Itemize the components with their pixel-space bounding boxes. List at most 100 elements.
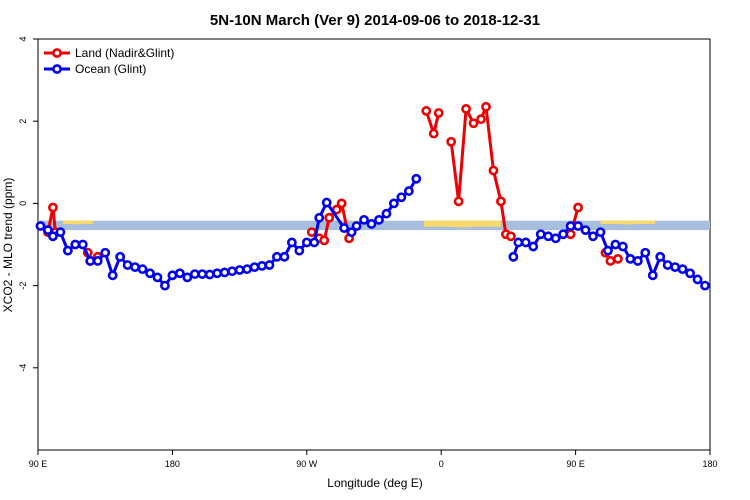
ocean-series-point: [234, 265, 245, 275]
land-series-point: [505, 231, 516, 242]
ocean-series-point: [617, 241, 628, 252]
ocean-series-point: [513, 237, 524, 248]
ocean-series-point: [92, 256, 103, 266]
land-series-point: [565, 229, 576, 240]
ocean-series-point: [389, 198, 399, 209]
land-series-point: [476, 114, 486, 125]
legend-label: Ocean (Glint): [75, 62, 146, 76]
ocean-series-point: [100, 247, 111, 258]
land-fill-patch-top: [62, 220, 93, 224]
ocean-series-point: [301, 237, 312, 248]
ocean-series-point: [381, 208, 392, 219]
ocean-series-point: [314, 212, 325, 223]
ocean-series-point: [242, 264, 252, 275]
land-series-line: [449, 105, 512, 238]
ocean-series-point: [588, 231, 598, 242]
ocean-series-point: [145, 268, 155, 279]
land-series-point: [306, 227, 317, 238]
ocean-series-point: [403, 186, 414, 196]
ocean-series-point: [550, 233, 561, 244]
ocean-series-point: [374, 214, 384, 225]
ocean-series-point: [595, 227, 606, 238]
chart-title: 5N-10N March (Ver 9) 2014-09-06 to 2018-…: [210, 12, 540, 29]
ocean-series-point: [152, 272, 163, 283]
ocean-series-point: [35, 221, 46, 231]
land-series-point: [319, 235, 330, 246]
ocean-series-point: [692, 274, 703, 285]
ocean-series-point: [677, 264, 688, 275]
ocean-series-point: [508, 251, 519, 262]
ocean-series-point: [212, 268, 223, 279]
ocean-series-point: [197, 269, 208, 279]
legend: Land (Nadir&Glint) Ocean (Glint): [44, 46, 174, 76]
land-series-point: [48, 202, 58, 213]
ocean-series-point: [160, 280, 170, 291]
ocean-series-point: [396, 192, 407, 203]
ocean-series-point: [189, 269, 200, 279]
ocean-series-point: [565, 221, 576, 231]
x-tick-label: 90 W: [296, 459, 318, 469]
legend-swatch-point: [52, 48, 62, 58]
ocean-series-point: [520, 237, 531, 248]
ocean-series-point: [264, 260, 275, 270]
ocean-series-point: [359, 214, 369, 225]
ocean-series-point: [122, 260, 133, 270]
ocean-series-point: [249, 262, 260, 273]
ocean-series-point: [632, 256, 643, 266]
x-tick-label: 0: [439, 459, 444, 469]
ocean-series-point: [573, 221, 583, 231]
ocean-series-point: [257, 260, 267, 271]
ocean-series-point: [640, 247, 651, 258]
ocean-series-point: [294, 245, 305, 256]
land-series-point: [468, 118, 479, 129]
land-series-point: [324, 212, 335, 223]
land-series-point: [488, 165, 499, 176]
land-series-point: [336, 198, 347, 209]
ocean-series-point: [351, 221, 362, 231]
x-tick-label: 180: [165, 459, 180, 469]
ocean-series-point: [174, 268, 185, 279]
ocean-series-point: [528, 241, 539, 252]
ocean-series-point: [309, 237, 320, 248]
ocean-series-point: [219, 267, 230, 278]
land-series-point: [573, 202, 583, 213]
ocean-series-point: [535, 229, 546, 240]
land-series-point: [613, 253, 623, 264]
ocean-series-point: [85, 256, 96, 266]
land-series-point: [433, 108, 444, 118]
y-tick-label: 4: [18, 36, 28, 41]
ocean-series-point: [603, 245, 613, 256]
ocean-series-point: [610, 239, 621, 250]
ocean-series-point: [77, 239, 88, 250]
ocean-series-point: [339, 223, 350, 233]
ocean-series-point: [115, 251, 126, 262]
ocean-series-point: [48, 231, 58, 242]
y-tick-label: -4: [18, 364, 28, 372]
ocean-series-point: [411, 173, 422, 184]
series-layer: [35, 101, 710, 291]
y-axis-label: XCO2 - MLO trend (ppm): [1, 178, 15, 313]
ocean-series-point: [685, 268, 695, 279]
ocean-series-point: [558, 229, 569, 240]
land-fill-patch-top: [423, 220, 501, 227]
legend-swatch-point: [52, 64, 62, 74]
ocean-series-point: [62, 245, 73, 256]
y-tick-label: 2: [18, 119, 28, 124]
land-series-point: [421, 106, 432, 116]
x-tick-label: 180: [702, 459, 717, 469]
y-tick-label: 0: [18, 201, 28, 206]
ocean-series-point: [700, 280, 710, 291]
ocean-series-point: [543, 231, 554, 242]
ocean-series-point: [662, 260, 673, 270]
ocean-series-point: [366, 219, 377, 229]
land-series-point: [496, 196, 506, 207]
ocean-series-point: [647, 270, 658, 281]
legend-label: Land (Nadir&Glint): [75, 46, 174, 60]
x-tick-label: 90 E: [566, 459, 585, 469]
ocean-series-point: [182, 272, 193, 283]
ocean-series-point: [580, 225, 591, 236]
ocean-series-point: [279, 251, 290, 262]
land-series-point: [453, 196, 464, 207]
ocean-series-point: [204, 269, 215, 280]
